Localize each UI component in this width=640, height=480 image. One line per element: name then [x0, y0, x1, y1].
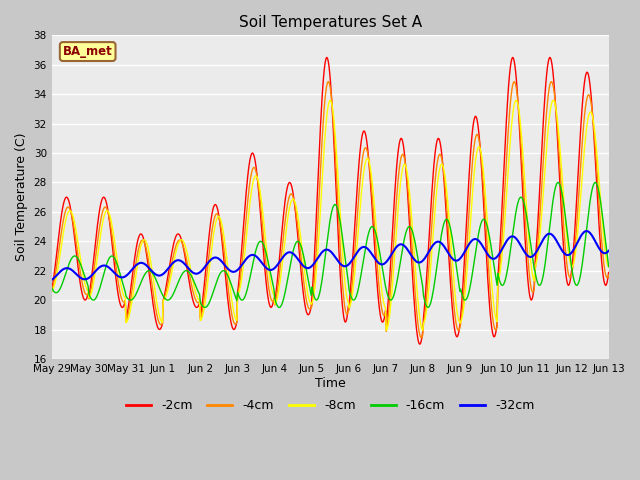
- Legend: -2cm, -4cm, -8cm, -16cm, -32cm: -2cm, -4cm, -8cm, -16cm, -32cm: [121, 395, 540, 418]
- X-axis label: Time: Time: [315, 377, 346, 390]
- Y-axis label: Soil Temperature (C): Soil Temperature (C): [15, 133, 28, 262]
- Text: BA_met: BA_met: [63, 45, 113, 58]
- Title: Soil Temperatures Set A: Soil Temperatures Set A: [239, 15, 422, 30]
